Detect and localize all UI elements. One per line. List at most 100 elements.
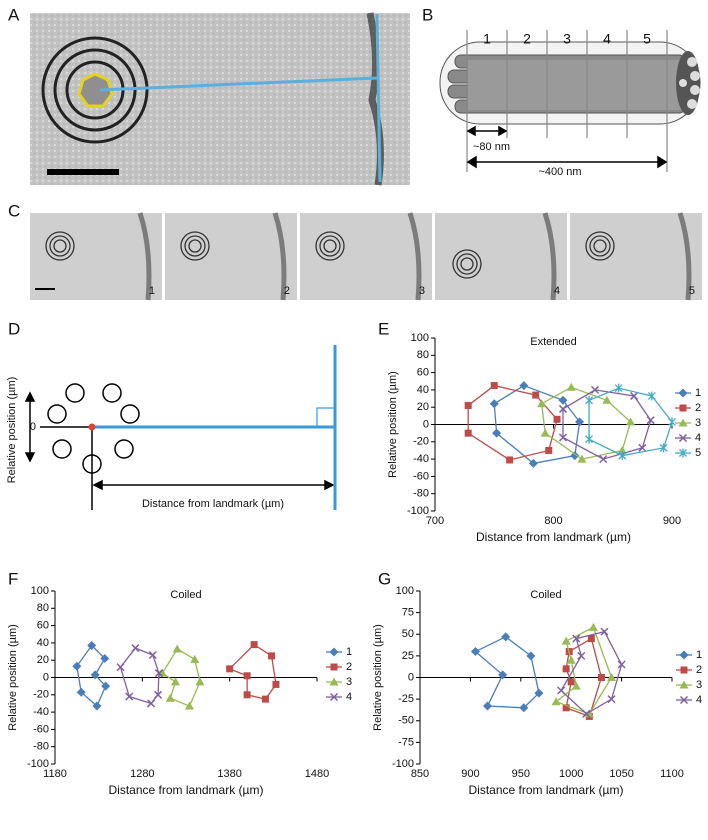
point	[638, 443, 647, 452]
y-tick-label: 0	[423, 418, 429, 430]
segment-label: 5	[643, 31, 651, 47]
y-tick-label: -40	[33, 706, 49, 718]
point	[154, 690, 163, 699]
point	[588, 622, 598, 631]
point	[567, 678, 575, 686]
legend-label: 5	[695, 447, 701, 459]
legend-label: 3	[346, 676, 352, 688]
x-tick-label: 1480	[305, 768, 329, 780]
y-tick-label: 75	[402, 607, 414, 619]
y-tick-label: 20	[417, 401, 429, 413]
x-tick-label: 850	[411, 768, 429, 780]
y-tick-label: -80	[413, 488, 429, 500]
x-tick-label: 1000	[559, 768, 583, 780]
point	[617, 445, 627, 454]
legend-label: 3	[695, 417, 701, 429]
axoneme	[323, 239, 337, 253]
point	[602, 395, 612, 404]
legend-marker	[329, 677, 339, 686]
series-line	[467, 384, 558, 461]
y-tick-label: 60	[417, 367, 429, 379]
point	[90, 670, 100, 680]
legend-label: 4	[346, 691, 352, 703]
point	[501, 632, 511, 642]
point	[607, 673, 617, 681]
legend-marker	[678, 418, 688, 427]
y-tick-label: -100	[27, 758, 49, 770]
point	[243, 672, 251, 680]
point	[540, 428, 550, 437]
length-label: ~80 nm	[473, 141, 510, 153]
legend-label: 1	[696, 649, 702, 661]
point	[597, 674, 605, 681]
point	[148, 650, 157, 660]
series-line	[540, 386, 632, 460]
point	[558, 395, 568, 405]
legend-marker	[679, 680, 689, 689]
point	[464, 429, 472, 437]
point	[585, 395, 594, 405]
legend-label: 2	[346, 661, 352, 673]
y-tick-label: 20	[37, 654, 49, 666]
point	[147, 699, 156, 708]
frame-number: 2	[284, 285, 290, 297]
x-axis-label: Distance from landmark (µm)	[476, 530, 631, 544]
y-tick-label: -80	[33, 741, 49, 753]
point	[647, 391, 656, 401]
legend-marker	[679, 695, 689, 705]
axis-label: Relative position (µm)	[6, 377, 18, 484]
point	[526, 651, 536, 661]
x-tick-label: 1180	[43, 768, 67, 780]
point	[532, 391, 540, 399]
x-tick-label: 700	[426, 515, 444, 527]
micrograph-a	[30, 12, 410, 186]
point	[553, 415, 561, 423]
point	[557, 686, 566, 695]
x-tick-label: 950	[512, 768, 530, 780]
point	[184, 701, 194, 710]
point	[92, 701, 102, 711]
series-line	[554, 626, 613, 715]
membrane	[542, 212, 557, 301]
axoneme	[456, 253, 478, 275]
point	[464, 401, 472, 409]
panel-label: F	[8, 569, 18, 588]
point	[571, 681, 581, 690]
point	[577, 454, 587, 463]
y-tick-label: 80	[417, 349, 429, 361]
membrane	[407, 212, 422, 301]
series-line	[588, 387, 673, 457]
legend-marker	[678, 388, 688, 398]
point	[562, 704, 570, 712]
point	[618, 451, 627, 461]
frame-number: 1	[149, 285, 155, 297]
point	[76, 687, 86, 697]
x-tick-label: 1380	[217, 768, 241, 780]
y-tick-label: -25	[398, 693, 414, 705]
point	[519, 703, 529, 713]
y-tick-label: -20	[33, 689, 49, 701]
y-tick-label: 100	[411, 332, 429, 344]
series-line	[493, 384, 581, 465]
legend-label: 2	[695, 402, 701, 414]
frame-number: 3	[419, 285, 425, 297]
axoneme-diagram	[439, 30, 701, 172]
frame-number: 5	[689, 285, 695, 297]
y-tick-label: -60	[413, 470, 429, 482]
axoneme	[452, 249, 482, 279]
point	[562, 665, 570, 673]
point	[172, 644, 182, 653]
point	[558, 433, 568, 442]
point	[617, 660, 626, 669]
point	[545, 446, 553, 454]
point	[566, 655, 576, 664]
point	[607, 695, 616, 704]
point	[659, 443, 668, 453]
point	[154, 669, 163, 678]
point	[116, 663, 125, 672]
point	[561, 636, 571, 645]
point	[226, 665, 234, 673]
point	[582, 709, 591, 718]
point	[261, 695, 269, 703]
axoneme	[589, 235, 611, 257]
